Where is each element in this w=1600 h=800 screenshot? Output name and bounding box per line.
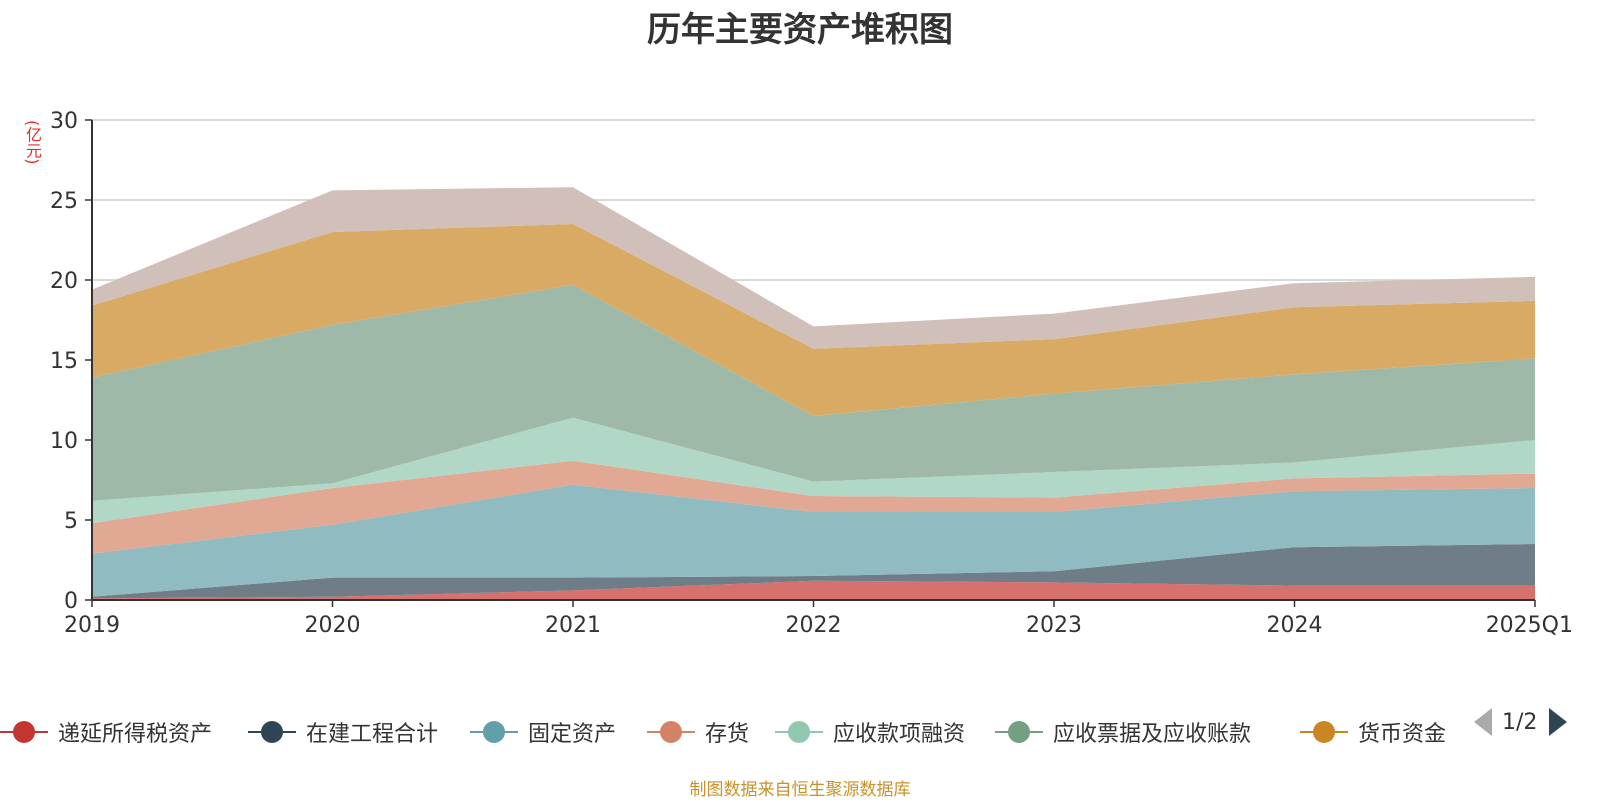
- legend-label: 在建工程合计: [306, 722, 439, 747]
- legend-marker-icon: [995, 712, 1043, 752]
- legend-item[interactable]: 应收票据及应收账款: [995, 712, 1251, 752]
- legend-label: 固定资产: [528, 722, 617, 747]
- axes: 0 5 10 15 20 25 30 2019 2020 2021 2022 2023 2024 2025…: [50, 109, 1573, 638]
- y-tick-label: 0: [64, 589, 78, 614]
- area-应收票据及应收账款: [92, 284, 1535, 501]
- area-递延所得税资产: [92, 580, 1535, 600]
- area-固定资产: [92, 484, 1535, 597]
- area-应收款项融资: [92, 417, 1535, 524]
- y-tick-label: 30: [50, 109, 78, 134]
- y-tick-label: 5: [64, 509, 78, 534]
- x-tick-label: 2024: [1267, 613, 1323, 638]
- x-tick-label: 2023: [1026, 613, 1082, 638]
- data-source-note: 制图数据来自恒生聚源数据库: [689, 780, 911, 800]
- area-在建工程合计: [92, 544, 1535, 599]
- y-axis-unit-label: (亿元): [23, 120, 42, 165]
- legend-marker-icon: [0, 712, 48, 752]
- legend-label: 应收票据及应收账款: [1053, 722, 1252, 747]
- legend-prev-page-icon[interactable]: [1474, 708, 1492, 736]
- x-tick-label: 2025Q1: [1486, 613, 1573, 638]
- x-tick-label: 2022: [786, 613, 842, 638]
- legend-item[interactable]: 固定资产: [470, 712, 616, 752]
- area-货币资金: [92, 224, 1535, 416]
- x-tick-label: 2019: [64, 613, 120, 638]
- legend-item[interactable]: 在建工程合计: [248, 712, 438, 752]
- chart-title: 历年主要资产堆积图: [647, 10, 953, 50]
- y-tick-label: 20: [50, 269, 78, 294]
- x-tick-label: 2020: [305, 613, 361, 638]
- stacked-area-chart: 0 5 10 15 20 25 30 2019 2020 2021 2022 2023 2024 2025…: [50, 109, 1573, 638]
- legend-item[interactable]: 存货: [647, 712, 749, 752]
- legend-marker-icon: [775, 712, 823, 752]
- legend-item[interactable]: 货币资金: [1300, 712, 1446, 752]
- y-tick-label: 10: [50, 429, 78, 454]
- legend-item[interactable]: 递延所得税资产: [0, 712, 212, 752]
- area-series: [92, 187, 1535, 600]
- y-tick-label: 15: [50, 349, 78, 374]
- legend-label: 应收款项融资: [833, 722, 966, 747]
- area-存货: [92, 460, 1535, 554]
- legend-marker-icon: [248, 712, 296, 752]
- legend: 递延所得税资产 在建工程合计 固定资产 存货 应收款项融资 应收票据及应收账款 货币资金: [0, 712, 1600, 752]
- legend-marker-icon: [470, 712, 518, 752]
- x-tick-label: 2021: [545, 613, 601, 638]
- y-tick-label: 25: [50, 189, 78, 214]
- legend-next-page-icon[interactable]: [1549, 708, 1568, 736]
- legend-label: 递延所得税资产: [58, 722, 213, 747]
- legend-label: 存货: [705, 722, 750, 747]
- legend-page-indicator: 1/2: [1502, 709, 1538, 735]
- legend-marker-icon: [1300, 712, 1348, 752]
- legend-item[interactable]: 应收款项融资: [775, 712, 965, 752]
- legend-label: 货币资金: [1358, 722, 1447, 747]
- area-其他: [92, 187, 1535, 349]
- legend-marker-icon: [647, 712, 695, 752]
- legend-pager: 1/2: [1474, 704, 1568, 740]
